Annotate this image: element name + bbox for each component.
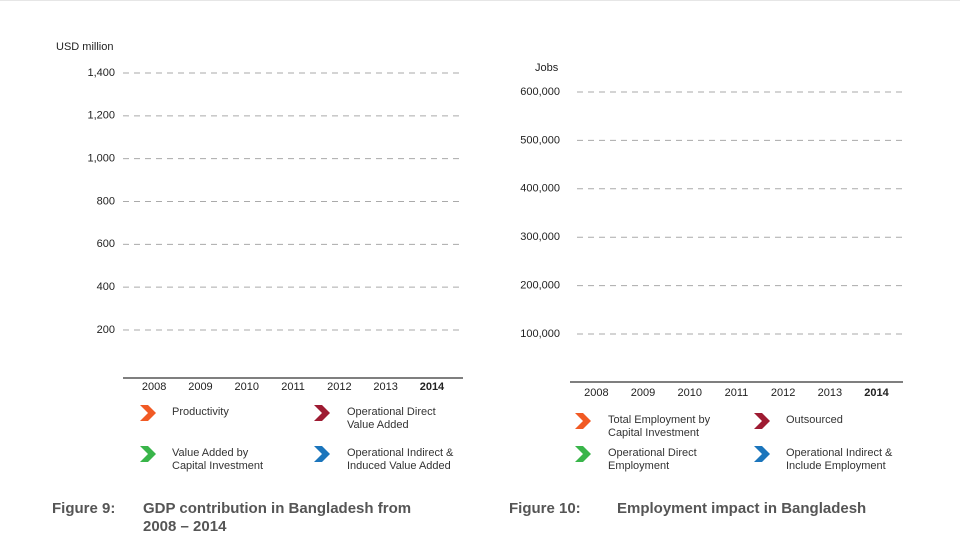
figure-label: Figure 9: [52,500,116,517]
figure-title: GDP contribution in Bangladesh from 2008… [143,500,412,535]
legend-label: Operational Direct Value Added [347,406,436,431]
x-tick-label: 2014 [420,381,445,393]
x-tick-label: 2009 [188,381,212,393]
y-axis-title: Jobs [535,62,559,74]
y-tick-label: 1,200 [87,110,115,122]
x-tick-label: 2008 [584,387,608,399]
legend-label: Operational Indirect & Induced Value Add… [347,447,454,472]
y-tick-label: 100,000 [520,328,560,340]
legend-marker [314,446,330,462]
legend-label: Outsourced [786,414,843,426]
y-tick-label: 400 [97,281,115,293]
y-tick-label: 1,000 [87,153,115,165]
y-tick-label: 800 [97,195,115,207]
x-tick-label: 2009 [631,387,655,399]
legend-label: Productivity [172,406,229,418]
x-tick-label: 2012 [771,387,795,399]
y-tick-label: 200 [97,324,115,336]
y-tick-label: 200,000 [520,280,560,292]
legend-label: Operational Indirect & Include Employmen… [786,447,893,472]
x-tick-label: 2013 [373,381,397,393]
legend-marker [140,446,156,462]
y-tick-label: 300,000 [520,231,560,243]
y-tick-label: 600,000 [520,86,560,98]
y-tick-label: 500,000 [520,134,560,146]
x-tick-label: 2010 [235,381,259,393]
y-tick-label: 1,400 [87,67,115,79]
y-axis-title: USD million [56,41,113,53]
x-tick-label: 2011 [281,381,305,393]
figure-title: Employment impact in Bangladesh [617,500,867,517]
legend-marker [575,413,591,429]
legend-marker [314,405,330,421]
legend-label: Total Employment by Capital Investment [608,414,711,439]
legend-marker [575,446,591,462]
y-tick-label: 600 [97,238,115,250]
x-tick-label: 2012 [327,381,351,393]
legend-label: Operational Direct Employment [608,447,697,472]
legend-label: Value Added by Capital Investment [172,447,264,472]
legend-marker [140,405,156,421]
x-tick-label: 2014 [864,387,889,399]
x-tick-label: 2010 [678,387,702,399]
figure-label: Figure 10: [509,500,581,517]
legend-marker [754,446,770,462]
x-tick-label: 2011 [725,387,749,399]
x-tick-label: 2008 [142,381,166,393]
y-tick-label: 400,000 [520,183,560,195]
legend-marker [754,413,770,429]
x-tick-label: 2013 [818,387,842,399]
